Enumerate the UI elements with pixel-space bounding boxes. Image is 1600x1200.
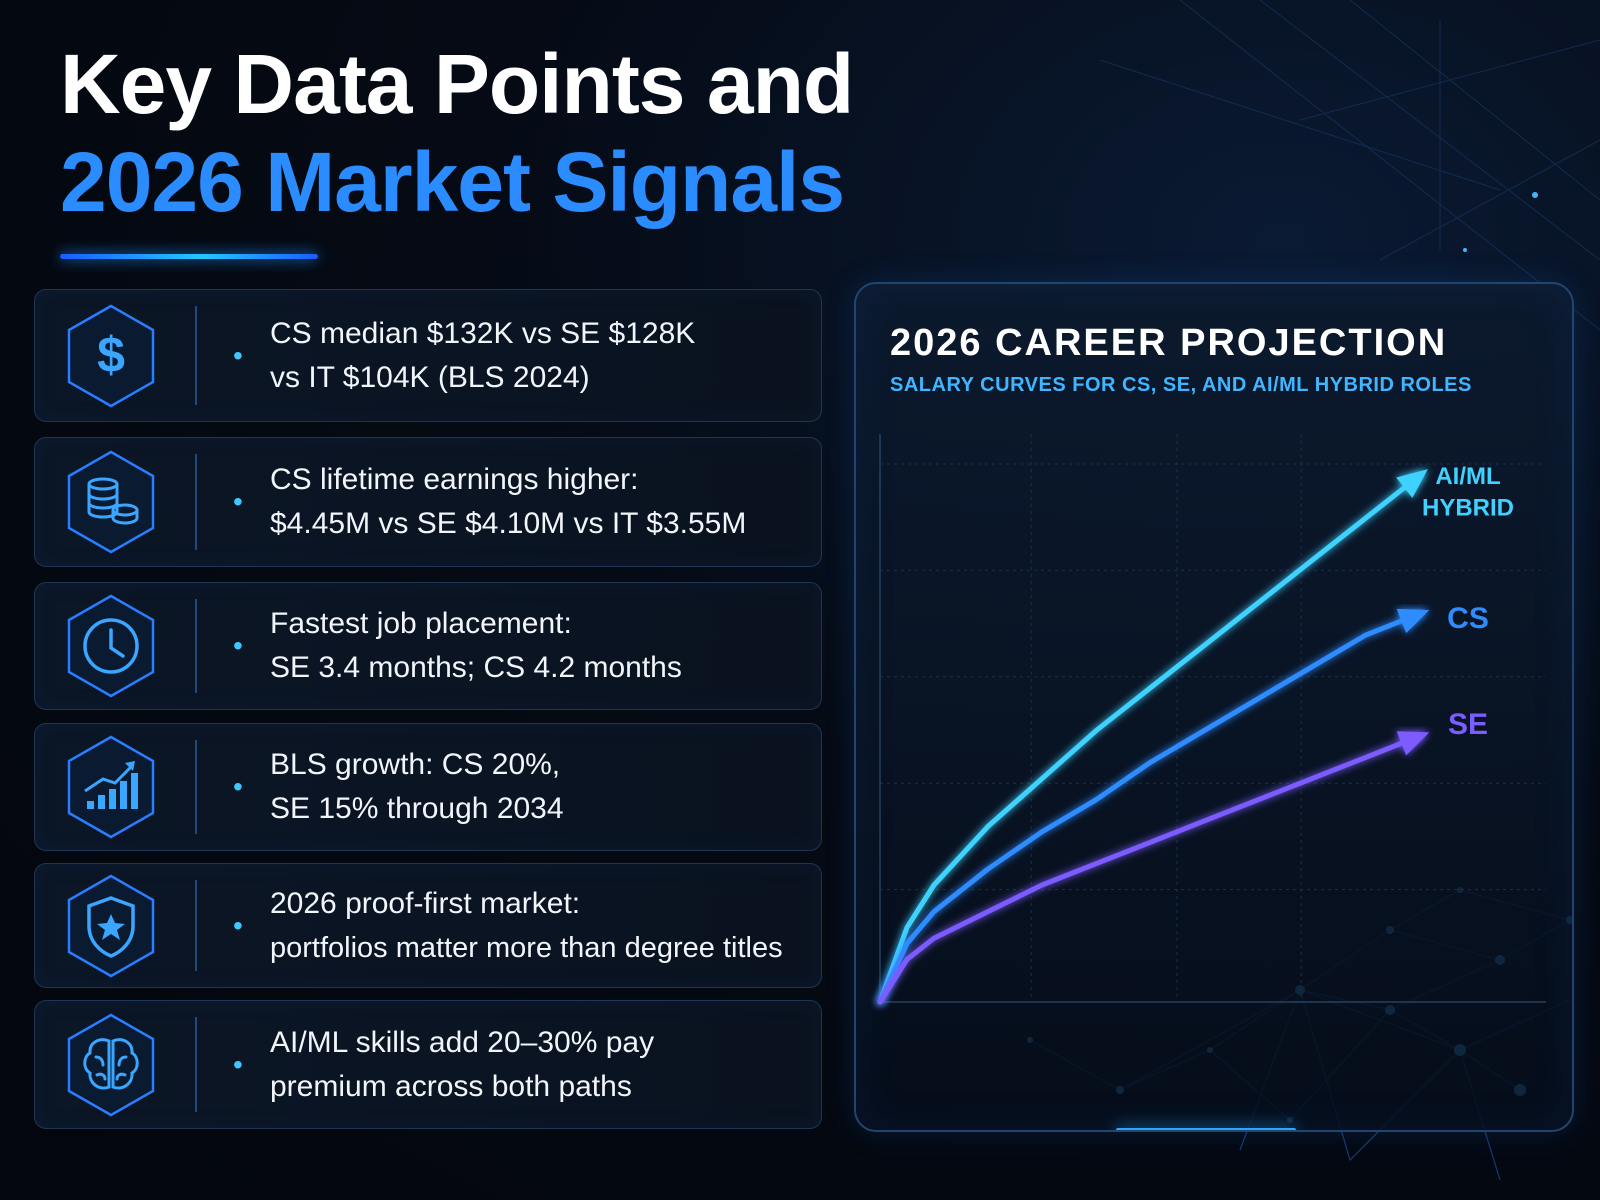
data-point-card-job-placement: • Fastest job placement: SE 3.4 months; …: [34, 582, 822, 710]
title-line-2: 2026 Market Signals: [60, 135, 845, 229]
chart-subtitle: SALARY CURVES FOR CS, SE, AND AI/ML HYBR…: [890, 374, 1472, 396]
page-title: Key Data Points and 2026 Market Signals: [60, 37, 854, 229]
series-label: CS: [1447, 602, 1489, 635]
card-text: BLS growth: CS 20%, SE 15% through 2034: [270, 743, 811, 831]
shield-star-icon: [67, 874, 155, 977]
bullet-dot: •: [233, 1048, 243, 1080]
bullet-dot: •: [233, 771, 243, 802]
series-arrowhead: [1396, 469, 1428, 498]
card-text: AI/ML skills add 20–30% pay premium acro…: [270, 1021, 811, 1109]
bullet-dot: •: [233, 630, 243, 661]
card-divider: [195, 1017, 197, 1112]
card-text-line: SE 15% through 2034: [270, 792, 564, 825]
series-label-line: AI/ML: [1435, 463, 1500, 490]
title-line-1: Key Data Points and: [60, 37, 854, 131]
series-arrowhead: [1396, 731, 1430, 756]
series-line-ai-ml-hybrid: [877, 472, 1423, 1005]
brain-icon: [67, 1013, 155, 1116]
data-point-card-salary: $ • CS median $132K vs SE $128K vs IT $1…: [34, 289, 822, 422]
career-projection-panel: AI/ML HYBRID CS SE 2026 CAREER PROJECTION S…: [854, 282, 1574, 1132]
dollar-icon: $: [67, 304, 155, 407]
title-underline: [60, 254, 318, 259]
card-divider: [195, 740, 197, 834]
clock-icon: [67, 594, 155, 698]
panel-glow-accent: [1116, 1128, 1296, 1130]
chart-title: 2026 CAREER PROJECTION: [890, 322, 1448, 364]
card-text: CS lifetime earnings higher: $4.45M vs S…: [270, 458, 811, 546]
bullet-dot: •: [233, 909, 243, 941]
card-text: Fastest job placement: SE 3.4 months; CS…: [270, 602, 811, 690]
series-label-line: CS: [1447, 602, 1489, 635]
card-text-line: premium across both paths: [270, 1069, 632, 1103]
card-text-line: CS lifetime earnings higher:: [270, 463, 639, 496]
growth-chart-icon: [67, 735, 155, 839]
card-divider: [195, 454, 197, 550]
card-text-line: 2026 proof-first market:: [270, 886, 581, 920]
card-divider: [195, 880, 197, 971]
series-line-se: [877, 733, 1423, 1005]
card-text-line: CS median $132K vs SE $128K: [270, 316, 696, 350]
bullet-dot: •: [233, 339, 243, 371]
data-point-card-ai-ml-premium: • AI/ML skills add 20–30% pay premium ac…: [34, 1000, 822, 1129]
coins-icon: [67, 450, 155, 554]
bullet-dot: •: [233, 486, 243, 517]
card-text: 2026 proof-first market: portfolios matt…: [270, 882, 811, 970]
card-text-line: SE 3.4 months; CS 4.2 months: [270, 651, 682, 684]
card-text-line: vs IT $104K (BLS 2024): [270, 360, 590, 394]
series-label: SE: [1448, 708, 1488, 741]
series-label-line: SE: [1448, 708, 1488, 741]
data-point-card-growth: • BLS growth: CS 20%, SE 15% through 203…: [34, 723, 822, 851]
card-divider: [195, 306, 197, 405]
series-line-cs: [877, 611, 1423, 1005]
card-text-line: portfolios matter more than degree title…: [270, 931, 783, 964]
svg-text:$: $: [97, 327, 125, 383]
data-point-card-lifetime-earnings: • CS lifetime earnings higher: $4.45M vs…: [34, 437, 822, 567]
card-text-line: BLS growth: CS 20%,: [270, 748, 561, 781]
data-point-card-proof-first: • 2026 proof-first market: portfolios ma…: [34, 863, 822, 988]
career-projection-chart: AI/ML HYBRID CS SE: [877, 434, 1546, 1005]
series-label-line: HYBRID: [1422, 495, 1514, 522]
card-divider: [195, 599, 197, 693]
series-label: AI/ML HYBRID: [1422, 463, 1514, 522]
card-text-line: AI/ML skills add 20–30% pay: [270, 1025, 655, 1059]
card-text-line: Fastest job placement:: [270, 607, 572, 640]
card-text: CS median $132K vs SE $128K vs IT $104K …: [270, 312, 811, 400]
series-arrowhead: [1396, 608, 1430, 634]
card-text-line: $4.45M vs SE $4.10M vs IT $3.55M: [270, 507, 747, 540]
